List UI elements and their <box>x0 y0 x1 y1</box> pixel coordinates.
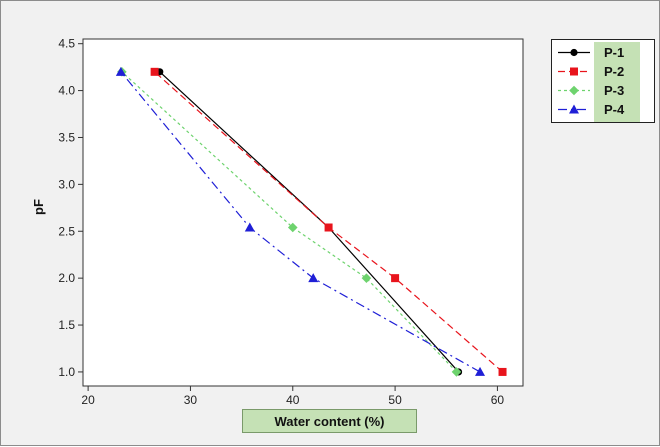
y-tick-label: 3.0 <box>58 177 75 191</box>
legend-label: P-3 <box>604 83 625 98</box>
plot-area <box>82 38 524 387</box>
y-tick-label: 2.5 <box>58 224 75 238</box>
data-point <box>308 273 319 283</box>
legend-marker <box>569 85 579 96</box>
data-point <box>361 273 372 283</box>
legend-swatch-p-3 <box>558 85 590 96</box>
data-point <box>244 222 255 232</box>
data-point <box>451 367 462 377</box>
y-tick-label: 1.5 <box>58 318 75 332</box>
legend-item-p-1: P-1 <box>552 43 656 62</box>
series-p-4 <box>115 66 486 376</box>
y-tick-label: 2.0 <box>58 271 75 285</box>
x-tick-label: 30 <box>184 393 198 407</box>
data-point <box>475 366 486 376</box>
series-layer <box>115 66 507 377</box>
legend-item-p-3: P-3 <box>552 81 656 100</box>
data-point <box>115 66 126 76</box>
legend-marker <box>570 48 578 57</box>
data-point <box>324 223 333 232</box>
legend-label: P-4 <box>604 102 625 117</box>
series-line-p-4 <box>120 71 481 373</box>
y-axis: 1.0 1.5 2.0 2.5 3.0 3.5 4.0 4.5 <box>58 37 83 379</box>
x-axis-label: Water content (%) <box>242 409 417 433</box>
series-line-p-2 <box>154 71 503 373</box>
legend-swatch-p-1 <box>558 48 590 57</box>
legend: P-1 P-2 P-3 P-4 <box>551 39 655 123</box>
legend-item-p-4: P-4 <box>552 100 656 119</box>
y-tick-label: 1.0 <box>58 365 75 379</box>
legend-swatch-p-2 <box>558 67 590 76</box>
legend-item-p-2: P-2 <box>552 62 656 81</box>
x-tick-label: 50 <box>388 393 402 407</box>
series-line-p-3 <box>121 71 457 373</box>
y-axis-label: pF <box>31 199 46 215</box>
legend-label-background <box>594 42 640 122</box>
y-tick-label: 4.5 <box>58 37 75 51</box>
data-point <box>498 367 507 376</box>
legend-marker <box>570 67 578 76</box>
legend-swatch-p-4 <box>558 104 590 114</box>
data-point <box>287 222 298 233</box>
legend-label: P-2 <box>604 64 625 79</box>
series-p-2 <box>150 67 507 376</box>
x-tick-label: 20 <box>81 393 95 407</box>
legend-marker <box>569 104 579 114</box>
data-point <box>150 67 159 76</box>
y-tick-label: 4.0 <box>58 84 75 98</box>
data-point <box>391 274 400 283</box>
x-tick-label: 60 <box>491 393 505 407</box>
x-tick-label: 40 <box>286 393 300 407</box>
legend-label: P-1 <box>604 45 625 60</box>
x-axis: 20 30 40 50 60 <box>81 386 504 407</box>
y-tick-label: 3.5 <box>58 130 75 144</box>
